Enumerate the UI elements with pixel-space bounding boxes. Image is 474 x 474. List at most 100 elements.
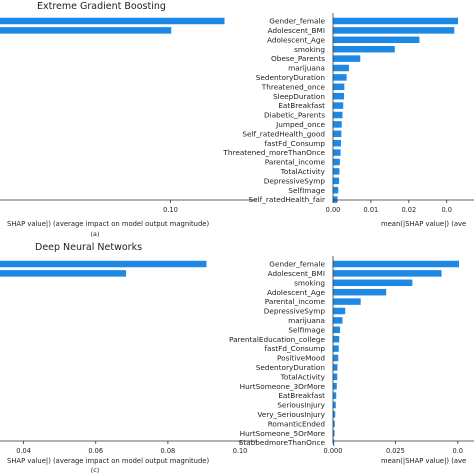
feature-label: fastFd_Consump	[264, 344, 325, 353]
bar-jumped_once	[333, 121, 342, 128]
bar-seriousinjury	[333, 401, 336, 409]
feature-label: SelfImage	[288, 186, 325, 195]
bar-very_seriousinjury	[333, 411, 336, 418]
feature-label: smoking	[294, 45, 325, 54]
feature-label: Gender_female	[269, 260, 325, 269]
feature-label: SeriousInjury	[277, 401, 325, 410]
feature-label: SedentoryDuration	[256, 73, 325, 82]
feature-label: PositiveMood	[277, 354, 325, 363]
chart-panel-3: 0.04 0.06 0.08 0.10 Deep Neural Networks SHAP…	[0, 242, 257, 474]
bar-threatened_once	[333, 83, 345, 91]
feature-label: Threatened_once	[261, 82, 326, 91]
bar-marijuana	[333, 64, 349, 72]
feature-label: HurtSomeone_5OrMore	[240, 429, 326, 438]
chart-title: Extreme Gradient Boosting	[37, 1, 166, 12]
bar-sedentoryduration	[333, 364, 338, 371]
feature-label: marijuana	[288, 316, 325, 325]
feature-label: Jumped_once	[275, 120, 325, 129]
bar-totalactivity	[333, 373, 338, 381]
bar-parentaleducation_college	[333, 335, 340, 343]
feature-label: StabbedmoreThanOnce	[239, 438, 326, 447]
panel-caption: (a)	[91, 230, 100, 238]
bar-smoking	[333, 279, 413, 287]
chart-panel-4: Gender_femaleAdolescent_BMIsmokingAdoles…	[229, 256, 474, 465]
feature-label: Adolescent_Age	[267, 288, 326, 297]
bar-depressivesymp	[333, 307, 346, 315]
feature-label: Adolescent_BMI	[268, 269, 325, 278]
bar-romanticended	[333, 420, 335, 428]
bar-positivemood	[333, 354, 339, 362]
bar-item-2	[0, 27, 172, 34]
x-tick-label: 0.025	[386, 447, 405, 455]
x-tick-label: 0.01	[364, 206, 379, 214]
feature-label: Very_SeriousInjury	[257, 410, 325, 419]
feature-label: SleepDuration	[273, 92, 325, 101]
x-axis-label: mean(|SHAP value|) (ave	[381, 220, 466, 228]
feature-label: HurtSomeone_3OrMore	[240, 382, 326, 391]
feature-label: DepressiveSymp	[264, 307, 326, 316]
bar-hurtsomeone_5ormore	[333, 429, 335, 437]
bar-hurtsomeone_3ormore	[333, 382, 337, 390]
bar-obese_parents	[333, 55, 361, 62]
bar-adolescent_age	[333, 288, 387, 296]
feature-label: TotalActivity	[280, 167, 326, 176]
bar-parental_income	[333, 298, 361, 305]
feature-label: DepressiveSymp	[264, 176, 326, 185]
bar-fastfd_consump	[333, 139, 341, 147]
feature-label: Gender_female	[269, 17, 325, 26]
feature-label: Diabetic_Parents	[264, 111, 325, 120]
feature-label: Obese_Parents	[271, 54, 325, 63]
feature-label: EatBreakfast	[278, 391, 325, 400]
feature-label: Self_ratedHealth_good	[242, 129, 325, 138]
feature-label: SedentoryDuration	[256, 363, 325, 372]
bar-fastfd_consump	[333, 345, 339, 352]
feature-label: Adolescent_BMI	[268, 26, 325, 35]
x-axis-label: SHAP value|) (average impact on model ou…	[7, 457, 209, 465]
bar-self_ratedhealth_good	[333, 130, 342, 138]
feature-label: EatBreakfast	[278, 101, 325, 110]
bar-adolescent_bmi	[333, 270, 442, 277]
panel-caption: (c)	[91, 466, 100, 474]
x-tick-label: 0.00	[326, 206, 341, 214]
chart-panel-2: Gender_femaleAdolescent_BMIAdolescent_Ag…	[222, 13, 474, 228]
bar-sedentoryduration	[333, 74, 347, 81]
feature-label: Threatened_moreThanOnce	[222, 148, 325, 157]
bar-selfimage	[333, 326, 340, 334]
bar-smoking	[333, 45, 395, 53]
bar-diabetic_parents	[333, 111, 343, 119]
bar-parental_income	[333, 158, 340, 166]
feature-label: ParentalEducation_college	[229, 335, 325, 344]
feature-label: SelfImage	[288, 325, 325, 334]
bar-item-2	[0, 270, 127, 277]
feature-label: Adolescent_Age	[267, 35, 326, 44]
feature-label: Self_ratedHealth_fair	[249, 195, 326, 204]
bar-item-1	[0, 17, 225, 25]
x-tick-label: 0.000	[324, 447, 343, 455]
x-tick-label: 0.02	[401, 206, 416, 214]
x-axis-label: mean(|SHAP value|) (ave	[381, 457, 466, 465]
x-axis-label: SHAP value|) (average impact on model ou…	[7, 220, 209, 228]
chart-title: Deep Neural Networks	[35, 242, 142, 253]
bar-adolescent_bmi	[333, 27, 455, 34]
feature-label: Parental_income	[265, 297, 326, 306]
bar-gender_female	[333, 260, 460, 268]
bar-marijuana	[333, 317, 343, 324]
feature-label: TotalActivity	[280, 372, 326, 381]
feature-label: smoking	[294, 278, 325, 287]
feature-label: fastFd_Consump	[264, 139, 325, 148]
x-tick-label: 0.10	[233, 447, 248, 455]
bar-eatbreakfast	[333, 102, 344, 109]
x-tick-label: 0.0	[441, 206, 452, 214]
feature-label: Parental_income	[265, 158, 326, 167]
bar-depressivesymp	[333, 177, 340, 185]
bar-eatbreakfast	[333, 392, 337, 399]
feature-label: RomanticEnded	[268, 419, 325, 428]
x-tick-label: 0.06	[88, 447, 103, 455]
bar-selfimage	[333, 186, 339, 194]
bar-threatened_morethanonce	[333, 149, 341, 156]
feature-label: marijuana	[288, 64, 325, 73]
bar-adolescent_age	[333, 36, 420, 44]
x-tick-label: 0.0	[453, 447, 464, 455]
